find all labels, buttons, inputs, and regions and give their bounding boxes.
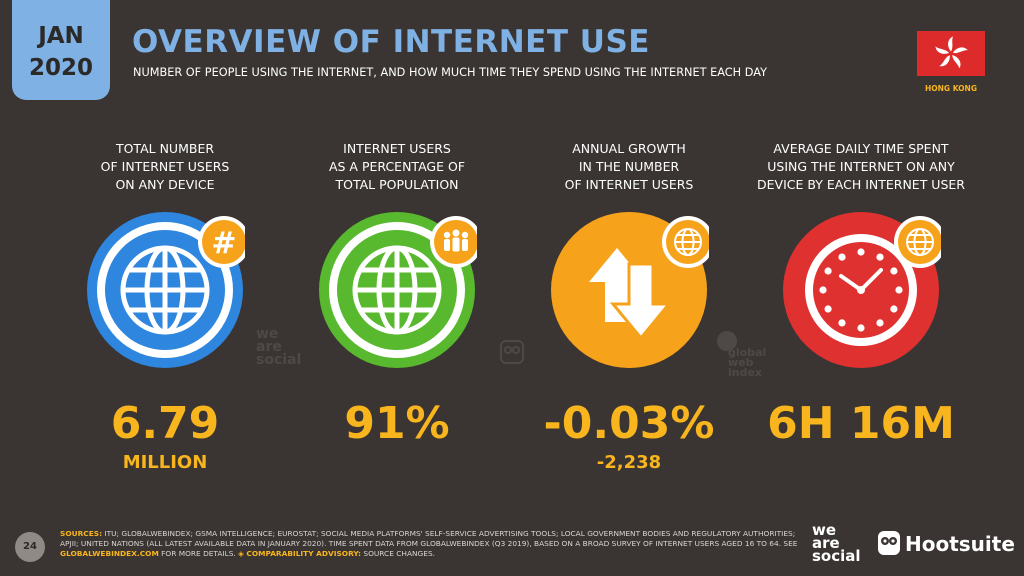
stat-value: 6.79 <box>110 398 220 449</box>
we-are-social-logo: we are social <box>812 521 861 565</box>
clock-tick-dot <box>890 267 898 275</box>
globe-icon: # <box>87 212 245 368</box>
globe-icon <box>662 216 709 268</box>
clock-tick-dot <box>838 253 846 261</box>
people-icon <box>430 216 477 268</box>
clock-tick-dot <box>876 319 884 327</box>
hootsuite-owl-icon <box>878 531 900 555</box>
clock-tick-dot <box>857 248 865 256</box>
sources-label: SOURCES: <box>60 529 103 538</box>
stat-percentage: INTERNET USERS AS A PERCENTAGE OF TOTAL … <box>282 0 512 576</box>
country-label: HONG KONG <box>925 84 977 93</box>
advisory-text: SOURCE CHANGES. <box>363 549 435 558</box>
clock-tick-dot <box>824 267 832 275</box>
globalwebindex-link[interactable]: GLOBALWEBINDEX.COM <box>60 549 159 558</box>
page-title: OVERVIEW OF INTERNET USE <box>132 24 650 60</box>
clock-tick-dot <box>895 286 903 294</box>
hootsuite-logo-text: Hootsuite <box>905 532 1015 556</box>
svg-text:#: # <box>211 226 236 261</box>
clock-tick-dot <box>890 305 898 313</box>
stat-daily-time: AVERAGE DAILY TIME SPENT USING THE INTER… <box>746 0 976 576</box>
sources-body: ITU; GLOBALWEBINDEX; GSMA INTELLIGENCE; … <box>60 529 798 548</box>
up-down-arrows-icon <box>551 212 709 368</box>
stat-sub: MILLION <box>122 452 208 473</box>
sources-after-link: FOR MORE DETAILS. <box>161 549 236 558</box>
date-month: JAN <box>38 23 84 49</box>
stat-value: 6H 16M <box>767 398 955 449</box>
stat-value: -0.03% <box>543 398 715 449</box>
stat-value: 91% <box>344 398 450 449</box>
page-subtitle: NUMBER OF PEOPLE USING THE INTERNET, AND… <box>133 66 768 79</box>
we-are-social-watermark: we are social <box>256 326 302 368</box>
stat-label: ANNUAL GROWTH IN THE NUMBER OF INTERNET … <box>564 141 694 192</box>
clock-tick-dot <box>824 305 832 313</box>
clock-tick-dot <box>857 324 865 332</box>
date-badge: JAN 2020 <box>12 0 110 100</box>
advisory-label: ◈ COMPARABILITY ADVISORY: <box>238 549 362 558</box>
stat-sub: -2,238 <box>596 452 662 473</box>
stat-annual-growth: ANNUAL GROWTH IN THE NUMBER OF INTERNET … <box>514 0 744 576</box>
clock-tick-dot <box>819 286 827 294</box>
hootsuite-owl-watermark-icon <box>500 340 524 364</box>
stat-label: TOTAL NUMBER OF INTERNET USERS ON ANY DE… <box>100 141 230 192</box>
stat-label: INTERNET USERS AS A PERCENTAGE OF TOTAL … <box>328 141 466 192</box>
globalwebindex-watermark: global web index <box>728 346 767 379</box>
globe-icon <box>894 216 941 268</box>
globalwebindex-logo-icon <box>717 331 737 351</box>
stat-total-users: TOTAL NUMBER OF INTERNET USERS ON ANY DE… <box>50 0 280 576</box>
clock-icon <box>783 212 941 368</box>
page-number: 24 <box>15 532 45 562</box>
hong-kong-flag-icon <box>917 31 985 76</box>
date-year: 2020 <box>28 55 93 81</box>
hash-icon: # <box>198 216 245 268</box>
clock-tick-dot <box>876 253 884 261</box>
sources-text: SOURCES: ITU; GLOBALWEBINDEX; GSMA INTEL… <box>60 529 800 559</box>
clock-tick-dot <box>838 319 846 327</box>
globe-icon <box>319 212 477 368</box>
stat-label: AVERAGE DAILY TIME SPENT USING THE INTER… <box>757 141 965 192</box>
